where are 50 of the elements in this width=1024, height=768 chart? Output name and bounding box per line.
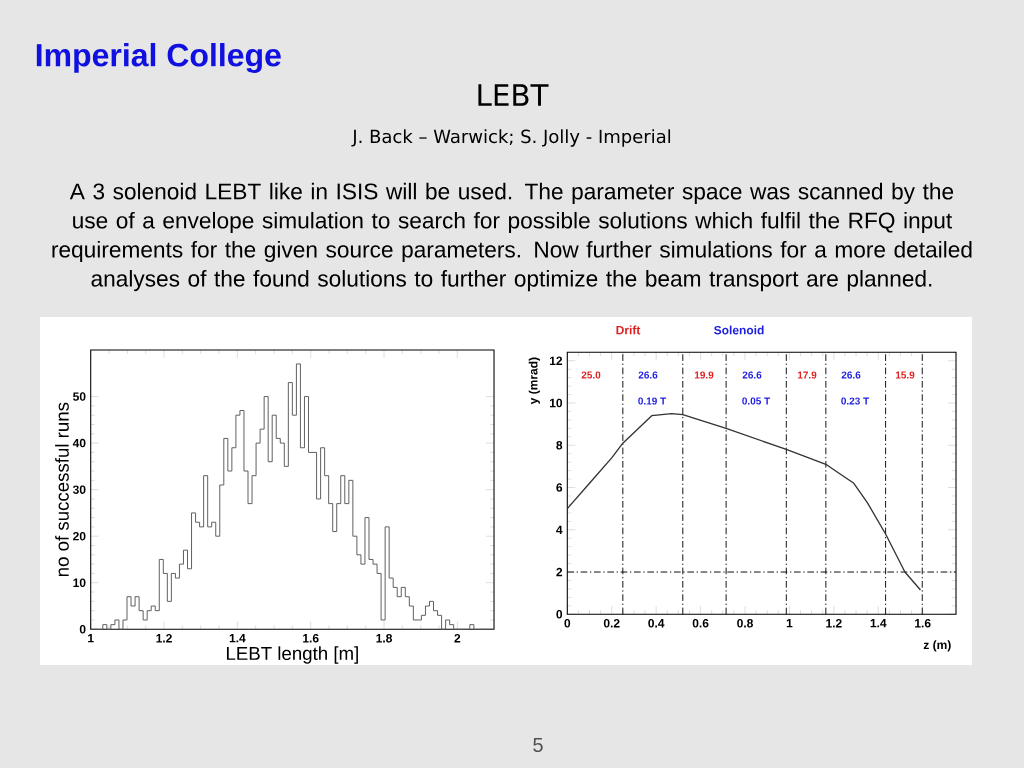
annotation: 26.6 (841, 371, 861, 379)
x-tick-label: 1 (88, 634, 94, 643)
text: Drift (616, 325, 641, 335)
x-tick-label: 0.6 (692, 619, 709, 628)
annotation: 0.05 T (742, 397, 771, 405)
y-tick-label: 40 (72, 438, 86, 448)
x-tick-label: 1.4 (229, 634, 246, 643)
text: LEBT (478, 84, 549, 106)
x-tick-label: 0.2 (603, 619, 620, 628)
y-tick-label: 20 (73, 531, 86, 541)
x-tick-label: 0.8 (737, 619, 753, 628)
x-axis-title: z (m) (923, 640, 951, 652)
annotation: 26.6 (638, 371, 658, 379)
x-tick-label: 0 (564, 619, 571, 628)
y-tick-label: 6 (556, 483, 563, 492)
annotation: 15.9 (895, 371, 915, 379)
x-tick-label: 1.6 (915, 619, 931, 628)
x-tick-label: 2 (454, 634, 461, 643)
annotation: 19.9 (694, 371, 714, 379)
y-tick-label: 10 (73, 578, 86, 587)
y-tick-label: 0 (79, 625, 86, 634)
annotation: 0.19 T (638, 397, 667, 405)
annotation: 25.0 (581, 371, 601, 379)
y-tick-label: 10 (550, 398, 563, 408)
x-tick-label: 1.6 (303, 634, 319, 643)
x-tick-label: 0.4 (648, 619, 665, 628)
x-tick-label: 1.4 (870, 619, 887, 628)
text: J. Back – Warwick; S. Jolly - Imperial (351, 129, 671, 147)
y-tick-label: 12 (550, 356, 563, 365)
text: Solenoid (714, 325, 764, 335)
x-tick-label: 1 (786, 619, 793, 628)
annotation: 0.23 T (841, 397, 870, 405)
y-axis-title: y (mrad) (528, 357, 540, 405)
text: Imperial College (36, 43, 281, 73)
y-axis-title: no of successful runs (55, 402, 69, 577)
y-tick-label: 4 (556, 525, 563, 534)
annotation: 26.6 (742, 371, 762, 379)
x-tick-label: 1.2 (156, 634, 172, 643)
y-tick-label: 0 (556, 610, 563, 619)
text: A 3 solenoid LEBT like in ISIS will be used. The parameter space was scanned by the use of a envelope simulation to search for possible solutions which fulfil the RFQ input requirements for the given source parameters. Now further simulations for a more detailed analyses of the found solutions to further optimize the beam transport are planned. (52, 182, 972, 292)
x-tick-label: 1.2 (826, 619, 842, 628)
x-axis-title: LEBT length [m] (226, 646, 358, 664)
annotation: 17.9 (797, 371, 817, 379)
y-tick-label: 8 (556, 441, 563, 450)
y-tick-label: 30 (72, 485, 86, 494)
y-tick-label: 50 (73, 392, 86, 401)
x-tick-label: 1.8 (376, 634, 393, 643)
text: 5 (533, 738, 543, 752)
y-tick-label: 2 (556, 567, 563, 577)
line-series (566, 412, 922, 591)
